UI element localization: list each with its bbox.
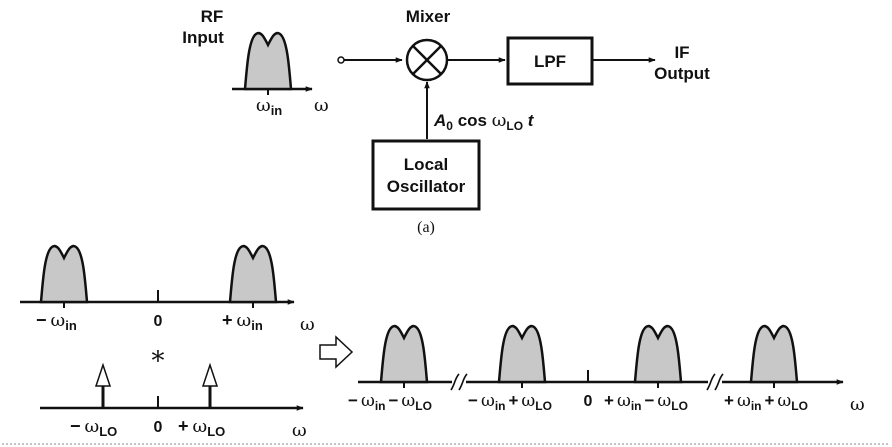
lo-impulse-negative <box>94 362 112 408</box>
svg-text:Local: Local <box>404 155 448 174</box>
axis-break-right <box>706 373 724 391</box>
output-label-1: − ωin − ωLO <box>348 391 432 413</box>
axis-break-left <box>450 373 468 391</box>
output-axis-label: ω <box>850 394 865 415</box>
svg-text:IF: IF <box>674 43 689 62</box>
input-hump-positive <box>228 244 278 304</box>
local-oscillator-block <box>371 139 481 211</box>
output-hump-1 <box>379 324 429 384</box>
output-hump-4 <box>749 324 799 384</box>
rf-spectrum-hump <box>243 31 293 91</box>
if-output-label: IF Output <box>654 43 710 83</box>
lo-axis-label: ω <box>292 420 307 441</box>
svg-text:Output: Output <box>654 64 710 83</box>
rf-tick-label: ωin <box>256 95 282 118</box>
lo-signal-label: A0 cos ωLO t <box>433 110 535 133</box>
output-label-2: − ωin + ωLO <box>468 391 552 413</box>
rf-axis-label: ω <box>314 95 329 116</box>
input-pos-label: + ωin <box>222 310 263 333</box>
input-terminal <box>337 56 345 64</box>
output-label-4: + ωin + ωLO <box>724 391 808 413</box>
input-hump-negative <box>39 244 89 304</box>
mixer-symbol <box>405 38 449 82</box>
output-label-3: + ωin − ωLO <box>604 391 688 413</box>
lo-spectrum: − ωLO 0 + ωLO ω <box>40 362 307 441</box>
lo-neg-label: − ωLO <box>70 416 117 439</box>
lo-pos-label: + ωLO <box>178 416 225 439</box>
lpf-label: LPF <box>534 52 566 71</box>
rf-spectrum: ωin ω <box>232 31 329 118</box>
output-hump-2 <box>497 324 547 384</box>
lo-zero-label: 0 <box>154 419 163 436</box>
input-axis-label: ω <box>300 314 315 335</box>
input-zero-label: 0 <box>154 313 163 330</box>
local-oscillator-label: Local Oscillator <box>387 155 466 196</box>
rf-input-label: RF Input <box>182 7 224 47</box>
convolution-symbol: ∗ <box>149 341 167 371</box>
svg-text:Input: Input <box>182 28 224 47</box>
svg-text:RF: RF <box>201 7 224 26</box>
output-zero-label: 0 <box>584 393 593 410</box>
input-spectrum: − ωin 0 + ωin ω <box>20 244 315 335</box>
result-arrow <box>319 335 354 369</box>
mixer-label: Mixer <box>406 7 451 26</box>
input-neg-label: − ωin <box>36 310 77 333</box>
lo-impulse-positive <box>201 362 219 408</box>
output-spectrum: − ωin − ωLO − ωin + ωLO 0 + ωin − ωLO + ωin + ωLO ω <box>348 324 865 415</box>
output-hump-3 <box>633 324 683 384</box>
svg-text:Oscillator: Oscillator <box>387 177 466 196</box>
figure-caption: (a) <box>417 219 435 236</box>
